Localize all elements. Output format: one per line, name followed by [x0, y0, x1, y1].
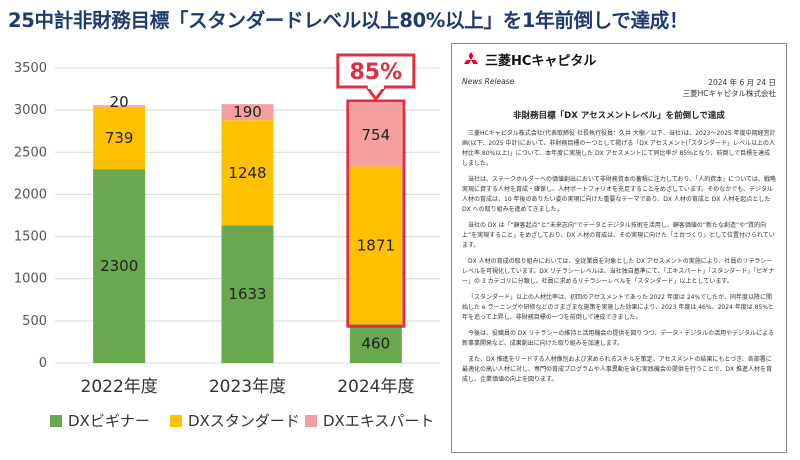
category-labels: 2022年度 2023年度 2024年度: [81, 377, 415, 397]
bar-segment: [93, 105, 146, 107]
news-release-document: 三菱HCキャピタル News Release 2024 年 6 月 24 日 三…: [451, 43, 787, 453]
legend-swatch: [170, 415, 182, 427]
data-labels: 2300 739 20 1633 1248 190 460 1871 754: [100, 93, 395, 352]
headline: 25中計非財務目標「スタンダードレベル以上80%以上」を1年前倒しで達成！: [8, 9, 689, 32]
bar-segment: [221, 104, 274, 121]
document-title: 非財務目標「DX アセスメントレベル」を前倒しで達成: [513, 111, 725, 121]
bar-segment: [349, 324, 402, 363]
document-body: 三菱HCキャピタル株式会社(代表取締役 社長執行役員：久井 大樹／以下、当社)は…: [462, 129, 776, 385]
data-label: 1871: [357, 236, 395, 254]
company-name: 三菱HCキャピタル: [485, 54, 597, 69]
document-paragraph: 今後は、役職員の DX リテラシーの維持と活用機会の提供を図りつつ、データ・デジ…: [462, 330, 774, 347]
data-label: 460: [362, 335, 391, 353]
callout-joint: [367, 84, 384, 89]
bar-segment: [93, 169, 146, 363]
y-tick-label: 0: [39, 356, 47, 371]
y-tick-label: 3500: [14, 61, 47, 76]
legend-swatch: [50, 415, 62, 427]
bar-segment: [349, 166, 402, 325]
release-date: 2024 年 6 月 24 日: [708, 78, 776, 87]
bar-segment: [93, 106, 146, 170]
chart-svg: 0 500 1000 1500 2000 2500 3000 3500 2300 739 20 16…: [14, 53, 440, 430]
data-label: 739: [105, 129, 134, 147]
legend-label: DXエキスパート: [323, 412, 434, 430]
callout-label: 85%: [349, 60, 402, 85]
y-tick-label: 3000: [14, 103, 47, 118]
data-label: 1633: [228, 285, 266, 303]
document-paragraph: 当社の DX は「“顧客起点”と“未来志向”でデータとデジタル技術を活用し、顧客…: [462, 222, 775, 249]
three-diamonds-logo-icon: [464, 51, 478, 64]
callout-box: [336, 53, 416, 89]
data-label: 1248: [228, 164, 266, 182]
y-axis-ticks: 0 500 1000 1500 2000 2500 3000 3500: [14, 61, 47, 371]
category-label: 2022年度: [81, 377, 158, 397]
y-tick-label: 1500: [14, 230, 47, 245]
legend: DXビギナー DXスタンダード DXエキスパート: [50, 412, 434, 430]
stacked-bar-chart: 0 500 1000 1500 2000 2500 3000 3500 2300 739 20 16…: [0, 40, 445, 460]
y-tick-label: 2500: [14, 145, 47, 160]
news-release-label: News Release: [462, 77, 515, 86]
data-label: 20: [110, 93, 129, 111]
highlight-box: [346, 99, 406, 328]
document-paragraph: 当社は、ステークホルダーへの価値創出において非財務資本の蓄積に注力しており、「人…: [462, 176, 776, 213]
bar-segment: [349, 102, 402, 167]
document-paragraph: 三菱HCキャピタル株式会社(代表取締役 社長執行役員：久井 大樹／以下、当社)は…: [462, 130, 776, 167]
y-tick-label: 500: [22, 314, 47, 329]
data-label: 754: [362, 126, 391, 144]
legend-swatch: [305, 415, 317, 427]
document-paragraph: また、DX 推進をリードする人材像別および求められるスキルを策定、アセスメントの…: [462, 356, 773, 383]
y-tick-label: 1000: [14, 272, 47, 287]
data-label: 2300: [100, 257, 138, 275]
highlight-callout: 85%: [336, 53, 416, 328]
bars: [93, 102, 402, 363]
y-tick-label: 2000: [14, 187, 47, 202]
document-paragraph: DX 人材の育成の取り組みにおいては、全従業員を対象とした DX アセスメントの…: [462, 258, 775, 285]
bar-segment: [221, 225, 274, 363]
data-label: 190: [233, 103, 262, 121]
bar-segment: [221, 120, 274, 226]
issuer: 三菱HCキャピタル株式会社: [682, 89, 776, 98]
category-label: 2023年度: [209, 377, 286, 397]
document-paragraph: 「スタンダード」以上の人材比率は、初回のアセスメントであった 2022 年度は …: [462, 294, 774, 321]
legend-label: DXビギナー: [68, 412, 150, 430]
legend-label: DXスタンダード: [188, 412, 300, 430]
category-label: 2024年度: [337, 377, 414, 397]
